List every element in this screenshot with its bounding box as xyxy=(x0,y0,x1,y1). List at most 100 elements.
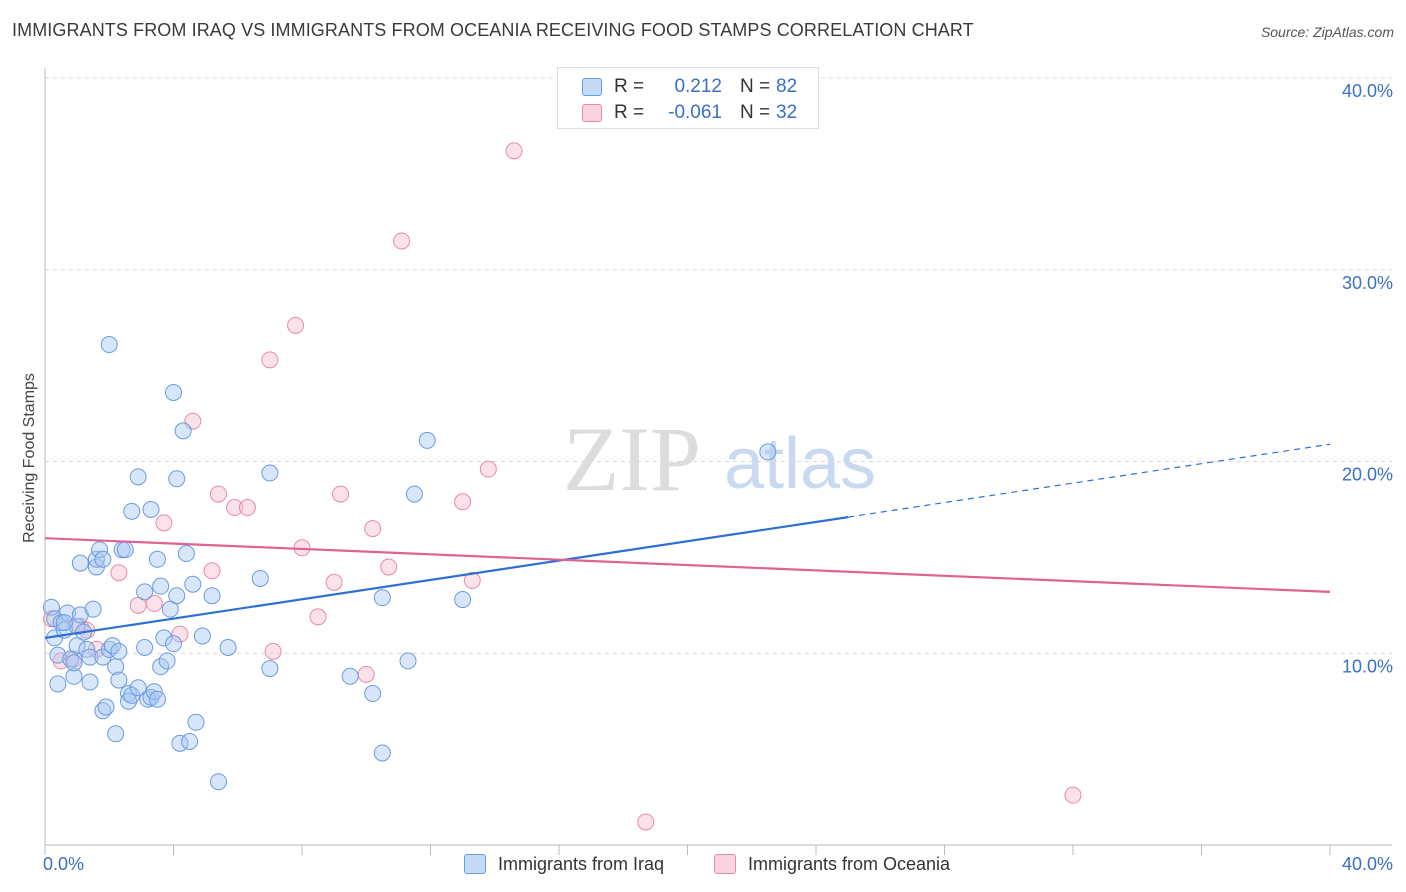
iraq-point xyxy=(261,464,279,482)
oceania-point xyxy=(364,520,382,538)
iraq-point xyxy=(219,638,237,656)
iraq-point xyxy=(81,673,99,691)
oceania-point xyxy=(505,142,523,160)
iraq-point xyxy=(177,545,195,563)
oceania-point xyxy=(226,499,244,517)
bottom-legend-swatch-iraq xyxy=(464,854,486,874)
iraq-point xyxy=(203,587,221,605)
iraq-point xyxy=(94,550,112,568)
iraq-point xyxy=(341,667,359,685)
series-oceania-points xyxy=(42,142,1082,831)
iraq-point xyxy=(165,383,182,401)
legend-n-label: N = xyxy=(740,102,771,123)
iraq-point xyxy=(110,671,128,689)
iraq-point xyxy=(454,591,472,609)
oceania-point xyxy=(145,594,163,612)
y-tick-label: 20.0% xyxy=(1342,465,1393,485)
oceania-point xyxy=(287,316,305,334)
x-tick-label: 40.0% xyxy=(1342,854,1393,874)
oceania-point xyxy=(380,558,398,576)
oceania-point xyxy=(332,485,350,503)
oceania-point xyxy=(1064,786,1082,804)
iraq-point xyxy=(103,637,121,655)
iraq-point xyxy=(129,468,147,486)
iraq-point xyxy=(81,648,99,666)
oceania-point xyxy=(110,564,128,582)
oceania-point xyxy=(238,499,256,517)
iraq-point xyxy=(123,502,141,520)
iraq-point xyxy=(110,642,128,660)
iraq-point xyxy=(148,690,166,708)
iraq-point xyxy=(55,614,73,632)
trend-lines xyxy=(44,443,1331,639)
y-tick-label: 40.0% xyxy=(1342,81,1393,101)
legend-swatch-oceania xyxy=(582,104,602,122)
oceania-point xyxy=(261,351,279,369)
iraq-point xyxy=(759,443,777,461)
oceania-point xyxy=(479,460,497,478)
oceania-point xyxy=(155,514,173,532)
iraq-point xyxy=(193,627,211,645)
iraq-trend-extension xyxy=(848,443,1331,518)
iraq-point xyxy=(129,679,147,697)
oceania-point xyxy=(203,562,221,580)
iraq-point xyxy=(152,577,170,595)
iraq-point xyxy=(91,541,109,559)
bottom-legend-label-oceania: Immigrants from Oceania xyxy=(748,853,951,874)
oceania-point xyxy=(264,642,282,660)
iraq-point xyxy=(65,667,83,685)
iraq-point xyxy=(107,725,125,743)
iraq-point xyxy=(49,646,67,664)
iraq-point xyxy=(148,550,166,568)
tick-labels: 10.0% 20.0% 30.0% 40.0% 0.0% 40.0% xyxy=(43,81,1393,874)
iraq-point xyxy=(68,637,86,655)
legend-n-value: 82 xyxy=(776,76,798,97)
iraq-point xyxy=(405,485,423,503)
legend-r-value: -0.061 xyxy=(668,102,722,123)
legend-r-value: 0.212 xyxy=(674,76,722,97)
iraq-point xyxy=(142,688,160,706)
iraq-point xyxy=(152,658,170,676)
iraq-point xyxy=(364,685,382,703)
iraq-point xyxy=(251,569,269,587)
oceania-point xyxy=(357,665,375,683)
oceania-point xyxy=(309,608,327,626)
legend-n-label: N = xyxy=(740,76,771,97)
gridlines xyxy=(45,77,1392,654)
iraq-point xyxy=(181,732,199,750)
iraq-point xyxy=(418,431,436,449)
iraq-point xyxy=(155,629,173,647)
correlation-legend: R = 0.212 N = 82 R = -0.061 N = 32 xyxy=(557,67,819,129)
iraq-point xyxy=(174,422,192,440)
y-tick-label: 10.0% xyxy=(1342,656,1393,676)
legend-n-value: 32 xyxy=(776,102,798,123)
source-credit: Source: ZipAtlas.com xyxy=(1260,24,1394,40)
series-iraq-points xyxy=(42,336,777,791)
iraq-point xyxy=(142,500,160,518)
iraq-point xyxy=(136,583,154,601)
iraq-point xyxy=(261,660,279,678)
iraq-point xyxy=(373,744,391,762)
bottom-legend-iraq: Immigrants from Iraq xyxy=(464,852,664,876)
x-tick-label: 0.0% xyxy=(43,854,84,874)
legend-row-iraq: R = 0.212 N = 82 xyxy=(582,75,797,99)
iraq-point xyxy=(84,600,102,618)
legend-swatch-iraq xyxy=(582,78,602,96)
legend-row-oceania: R = -0.061 N = 32 xyxy=(582,101,797,125)
watermark: ZIP atlas xyxy=(563,408,876,510)
oceania-point xyxy=(393,232,411,250)
bottom-legend-label-iraq: Immigrants from Iraq xyxy=(498,853,665,874)
chart-title: IMMIGRANTS FROM IRAQ VS IMMIGRANTS FROM … xyxy=(12,20,974,40)
iraq-point xyxy=(165,635,182,653)
iraq-point xyxy=(120,692,138,710)
iraq-point xyxy=(168,587,186,605)
iraq-point xyxy=(58,604,76,622)
legend-r-label: R = xyxy=(614,76,645,97)
watermark-zip: ZIP xyxy=(563,408,701,510)
oceania-point xyxy=(209,485,227,503)
bottom-legend-swatch-oceania xyxy=(714,854,736,874)
iraq-point xyxy=(65,654,83,672)
y-tick-label: 30.0% xyxy=(1342,273,1393,293)
bottom-legend-oceania: Immigrants from Oceania xyxy=(714,852,950,876)
